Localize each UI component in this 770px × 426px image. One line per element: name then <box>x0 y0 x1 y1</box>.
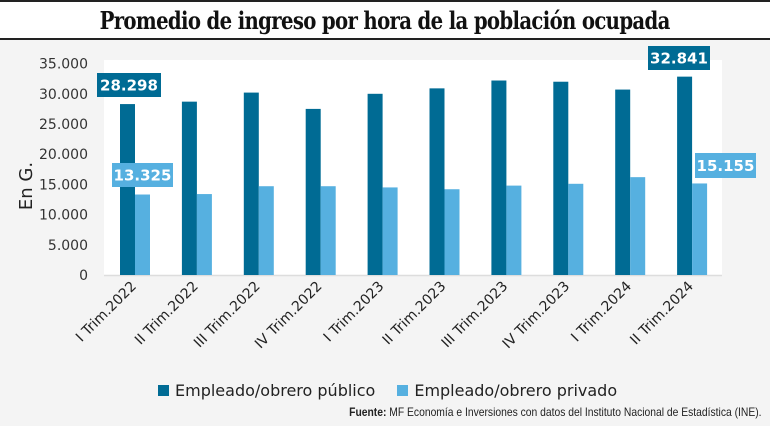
bar-private <box>196 194 212 275</box>
y-tick-label: 25.000 <box>39 117 88 133</box>
bar-public <box>181 101 197 275</box>
bar-public <box>553 81 569 275</box>
bar-private <box>692 183 708 275</box>
bar-chart: 0 5.000 10.000 15.000 20.000 25.000 30.000 35.0… <box>16 46 756 352</box>
bar-private <box>382 187 398 275</box>
bar-public <box>615 89 631 276</box>
bar-public <box>367 93 383 275</box>
data-label: 13.325 <box>114 167 172 185</box>
data-label: 15.155 <box>697 157 755 175</box>
data-label-box <box>648 46 710 70</box>
data-label-box <box>112 163 173 187</box>
bar-private <box>568 183 584 275</box>
chart-title: Promedio de ingreso por hora de la pobla… <box>99 5 671 35</box>
x-tick-label: I Trim.2024 <box>568 278 635 345</box>
x-tick-label: I Trim.2022 <box>73 279 140 346</box>
y-tick-label: 15.000 <box>39 177 88 193</box>
data-label-box <box>695 153 756 178</box>
data-label: 28.298 <box>100 77 158 95</box>
bar-private <box>444 189 460 275</box>
y-tick-label: 20.000 <box>39 147 88 163</box>
y-tick-label: 10.000 <box>39 208 88 224</box>
legend-label-public: Empleado/obrero público <box>175 381 376 400</box>
y-tick-label: 35.000 <box>39 57 88 73</box>
legend-item-public: Empleado/obrero público <box>158 381 375 400</box>
source-text: MF Economía e Inversiones con datos del … <box>386 405 762 419</box>
source-note: Fuente: MF Economía e Inversiones con da… <box>350 405 762 419</box>
title-bar: Promedio de ingreso por hora de la pobla… <box>0 0 770 40</box>
bar-public <box>429 88 445 275</box>
x-tick-label: II Trim.2023 <box>380 279 450 349</box>
legend: Empleado/obrero público Empleado/obrero … <box>158 381 639 400</box>
legend-label-private: Empleado/obrero privado <box>414 381 618 400</box>
bar-private <box>506 185 522 275</box>
bar-public <box>120 104 135 275</box>
bar-public <box>243 92 259 275</box>
bar-private <box>630 177 646 275</box>
y-tick-label: 0 <box>79 268 88 284</box>
bar-public <box>305 108 321 276</box>
y-tick-label: 5.000 <box>48 238 88 254</box>
legend-swatch-private <box>397 385 409 396</box>
legend-swatch-public <box>158 385 169 396</box>
y-axis-label: En G. <box>16 162 37 210</box>
bar-private <box>258 186 274 275</box>
legend-item-private: Empleado/obrero privado <box>397 381 617 400</box>
bar-private <box>320 186 336 275</box>
x-tick-label: II Trim.2022 <box>132 279 202 349</box>
data-label-box <box>97 73 161 97</box>
bar-private <box>135 194 150 275</box>
bar-public <box>677 76 693 275</box>
y-tick-label: 30.000 <box>39 87 88 103</box>
bar-public <box>491 80 507 276</box>
source-prefix: Fuente: <box>349 405 387 419</box>
x-tick-label: II Trim.2024 <box>627 278 697 348</box>
data-label: 32.841 <box>650 50 708 68</box>
x-tick-label: I Trim.2023 <box>321 279 388 346</box>
